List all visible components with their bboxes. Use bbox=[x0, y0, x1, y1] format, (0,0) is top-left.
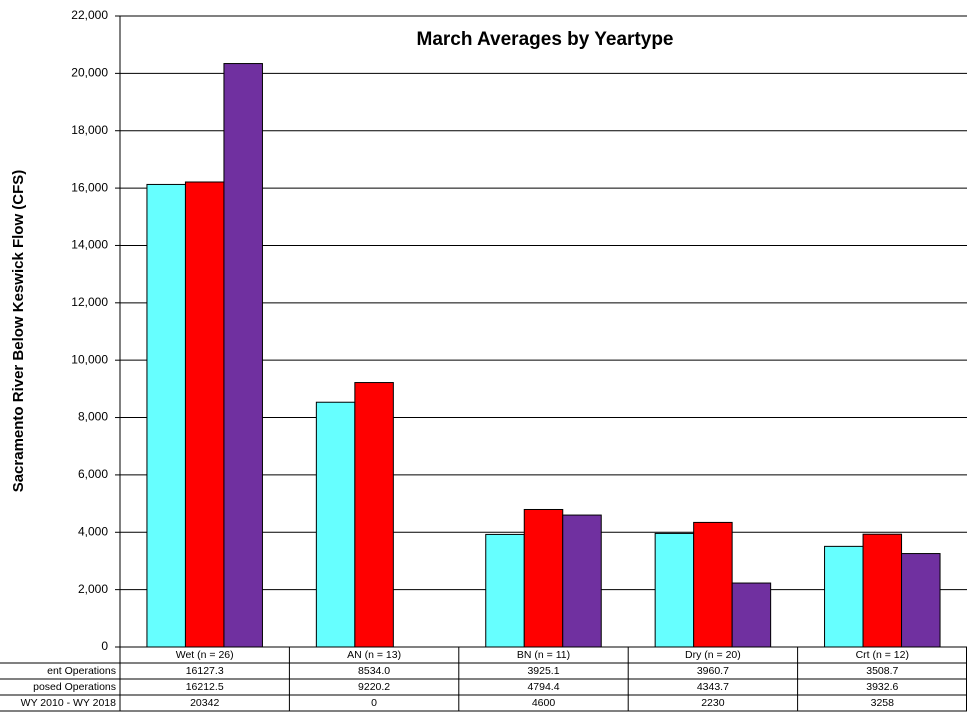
x-tick-label: BN (n = 11) bbox=[517, 649, 570, 661]
table-value: 3932.6 bbox=[866, 681, 898, 693]
bar bbox=[146, 183, 186, 648]
table-value: 3258 bbox=[871, 697, 895, 709]
table-value: 4343.7 bbox=[697, 681, 729, 693]
table-value: 16127.3 bbox=[186, 665, 224, 677]
legend-label: WY 2010 - WY 2018 bbox=[21, 697, 116, 709]
bar bbox=[223, 63, 263, 648]
bar bbox=[693, 521, 733, 648]
y-tick-label: 8,000 bbox=[78, 410, 108, 424]
table-value: 8534.0 bbox=[358, 665, 390, 677]
y-tick-label: 6,000 bbox=[78, 467, 108, 481]
bar bbox=[562, 514, 602, 648]
x-tick-label: Wet (n = 26) bbox=[176, 649, 234, 661]
y-tick-label: 10,000 bbox=[71, 352, 108, 366]
bar bbox=[862, 533, 903, 648]
bar bbox=[901, 553, 941, 648]
y-tick-label: 14,000 bbox=[71, 238, 108, 252]
bar bbox=[354, 382, 394, 648]
table-value: 4600 bbox=[532, 697, 556, 709]
table-value: 3960.7 bbox=[697, 665, 729, 677]
table-value: 0 bbox=[371, 697, 377, 709]
table-value: 16212.5 bbox=[186, 681, 224, 693]
bar bbox=[315, 401, 356, 648]
y-tick-label: 12,000 bbox=[71, 295, 108, 309]
y-axis-label: Sacramento River Below Keswick Flow (CFS… bbox=[10, 170, 27, 493]
chart-title: March Averages by Yeartype bbox=[417, 29, 674, 50]
bar bbox=[654, 532, 695, 648]
table-value: 2230 bbox=[701, 697, 725, 709]
table-value: 20342 bbox=[190, 697, 219, 709]
bar bbox=[824, 545, 864, 648]
y-tick-label: 22,000 bbox=[71, 8, 108, 22]
y-tick-label: 4,000 bbox=[78, 524, 108, 538]
bar bbox=[523, 508, 564, 648]
table-value: 3508.7 bbox=[866, 665, 898, 677]
bar bbox=[485, 533, 525, 648]
bar bbox=[731, 582, 772, 648]
legend-label: ent Operations bbox=[47, 665, 116, 677]
y-tick-label: 16,000 bbox=[71, 180, 108, 194]
y-tick-label: 18,000 bbox=[71, 123, 108, 137]
table-value: 3925.1 bbox=[527, 665, 559, 677]
table-value: 9220.2 bbox=[358, 681, 390, 693]
table-value: 4794.4 bbox=[527, 681, 559, 693]
x-tick-label: Dry (n = 20) bbox=[685, 649, 741, 661]
bar bbox=[184, 181, 225, 648]
legend-label: posed Operations bbox=[33, 681, 116, 693]
y-tick-label: 0 bbox=[101, 639, 108, 653]
y-tick-label: 2,000 bbox=[78, 582, 108, 596]
x-tick-label: AN (n = 13) bbox=[347, 649, 401, 661]
x-tick-label: Crt (n = 12) bbox=[856, 649, 909, 661]
y-tick-label: 20,000 bbox=[71, 66, 108, 80]
